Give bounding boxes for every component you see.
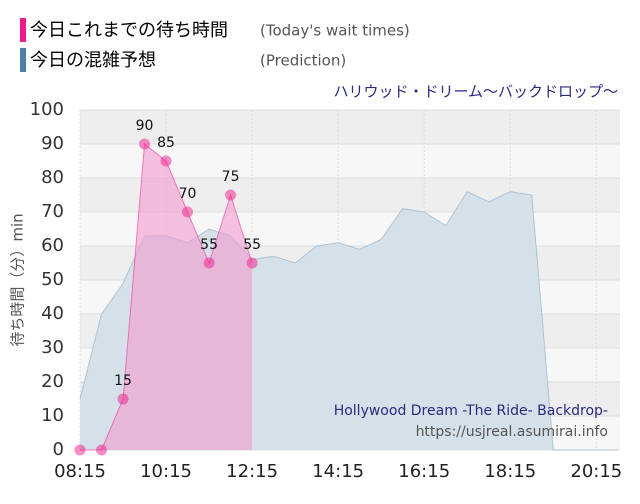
point	[139, 138, 151, 150]
x-tick-label: 10:15	[140, 461, 192, 482]
y-tick-label: 80	[41, 167, 64, 188]
legend-label: 今日これまでの待ち時間	[30, 20, 228, 41]
x-tick-label: 18:15	[484, 461, 536, 482]
data-label: 90	[136, 118, 154, 134]
y-tick-label: 0	[53, 439, 64, 460]
legend-swatch	[20, 48, 26, 72]
watermark: Hollywood Dream -The Ride- Backdrop-	[334, 403, 608, 419]
y-axis-label: 待ち時間（分）min	[9, 213, 27, 346]
data-label: 85	[157, 135, 175, 151]
y-tick-label: 30	[41, 337, 64, 358]
x-tick-label: 14:15	[312, 461, 364, 482]
x-tick-label: 12:15	[226, 461, 278, 482]
data-label: 55	[200, 237, 218, 253]
legend-label: 今日の混雑予想	[30, 50, 156, 71]
area	[80, 144, 253, 450]
legend-note: (Prediction)	[260, 52, 346, 70]
point	[117, 393, 129, 405]
y-tick-label: 90	[41, 133, 64, 154]
y-tick-label: 60	[41, 235, 64, 256]
data-label: 70	[179, 186, 197, 202]
y-tick-label: 100	[30, 99, 64, 120]
data-label: 15	[114, 373, 132, 389]
point	[160, 155, 172, 167]
y-tick-label: 20	[41, 371, 64, 392]
y-tick-label: 40	[41, 303, 64, 324]
data-label: 75	[222, 169, 240, 185]
x-tick-label: 20:15	[570, 461, 622, 482]
plot: 0 10 20 30 40 50 60 70 80 90 100 08:15 10:15 12:15 14:…	[30, 99, 623, 482]
x-tick-label: 16:15	[398, 461, 450, 482]
x-tick-label: 08:15	[54, 461, 106, 482]
y-tick-label: 70	[41, 201, 64, 222]
y-tick-label: 10	[41, 405, 64, 426]
data-label: 55	[243, 237, 261, 253]
point	[246, 257, 258, 269]
band	[80, 110, 620, 144]
watermark: https://usjreal.asumirai.info	[416, 424, 608, 440]
point	[96, 444, 108, 456]
point	[203, 257, 215, 269]
point	[74, 444, 86, 456]
subtitle: ハリウッド・ドリーム～バックドロップ～	[333, 83, 618, 101]
point	[225, 189, 237, 201]
legend-note: (Today's wait times)	[260, 22, 410, 40]
point	[182, 206, 194, 218]
y-tick-label: 50	[41, 269, 64, 290]
legend-swatch	[20, 18, 26, 42]
